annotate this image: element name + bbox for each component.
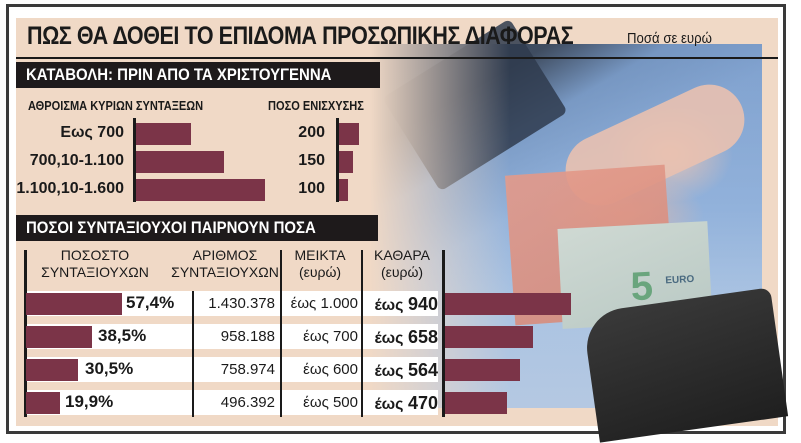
table-divider <box>192 291 194 417</box>
section1-axis-right <box>336 118 339 202</box>
section1-col-left: ΑΘΡΟΙΣΜΑ ΚΥΡΙΩΝ ΣΥΝΤΑΞΕΩΝ <box>28 98 204 113</box>
section1-heading: ΚΑΤΑΒΟΛΗ: ΠΡΙΝ ΑΠΟ ΤΑ ΧΡΙΣΤΟΥΓΕΝΝΑ <box>16 62 380 88</box>
table-axis-right <box>442 250 445 417</box>
count-value: 1.430.378 <box>208 295 275 312</box>
net-prefix: έως <box>374 363 404 380</box>
count-value: 758.974 <box>220 361 275 378</box>
header-net-line2: (ευρώ) <box>380 264 424 280</box>
amount-bar <box>339 151 353 173</box>
table-divider <box>280 250 282 417</box>
net-number: 940 <box>407 294 438 314</box>
percentage-bar <box>26 392 60 414</box>
header-percentage: ΠΟΣΟΣΤΟ ΣΥΝΤΑΞΙΟΥΧΩΝ <box>40 247 150 281</box>
header-net: ΚΑΘΑΡΑ (ευρώ) <box>367 247 437 281</box>
section1-col-right: ΠΟΣΟ ΕΝΙΣΧΥΣΗΣ <box>268 98 364 113</box>
header-gross-line1: ΜΕΙΚΤΑ <box>294 247 346 263</box>
net-value: έως 658 <box>364 327 438 348</box>
net-prefix: έως <box>374 396 404 413</box>
title-divider <box>16 57 778 59</box>
percentage-value: 30,5% <box>85 359 134 378</box>
table-row <box>26 390 438 415</box>
net-bar <box>445 293 571 315</box>
section1-heading-text: ΚΑΤΑΒΟΛΗ: ΠΡΙΝ ΑΠΟ ΤΑ ΧΡΙΣΤΟΥΓΕΝΝΑ <box>26 65 332 84</box>
wallet-image <box>581 287 789 443</box>
range-label: Εως 700 <box>60 124 124 141</box>
net-bar <box>445 359 520 381</box>
range-bar <box>136 179 265 201</box>
gross-value: έως 500 <box>303 394 358 411</box>
net-bar <box>445 392 507 414</box>
count-value: 496.392 <box>220 394 275 411</box>
gross-value: έως 1.000 <box>290 295 358 312</box>
range-bar <box>136 123 191 145</box>
amount-bar <box>339 179 348 201</box>
net-value: έως 470 <box>364 393 438 414</box>
range-bar <box>136 151 224 173</box>
amount-label: 150 <box>298 152 325 169</box>
net-prefix: έως <box>374 330 404 347</box>
gross-value: έως 700 <box>303 328 358 345</box>
amount-label: 100 <box>298 180 325 197</box>
header-gross: ΜΕΙΚΤΑ (ευρώ) <box>285 247 355 281</box>
section2-heading-text: ΠΟΣΟΙ ΣΥΝΤΑΞΙΟΥΧΟΙ ΠΑΙΡΝΟΥΝ ΠΟΣΑ <box>26 218 316 237</box>
table-divider <box>361 250 363 417</box>
range-label: 1.100,10-1.600 <box>16 180 124 197</box>
section2-heading: ΠΟΣΟΙ ΣΥΝΤΑΞΙΟΥΧΟΙ ΠΑΙΡΝΟΥΝ ΠΟΣΑ <box>16 215 378 241</box>
gross-value: έως 600 <box>303 361 358 378</box>
percentage-bar <box>26 293 122 315</box>
photo-fade <box>370 44 510 408</box>
banknote-euro-glyph: EURO <box>665 273 695 287</box>
header-net-line1: ΚΑΘΑΡΑ <box>374 247 430 263</box>
percentage-value: 19,9% <box>65 392 114 411</box>
amount-bar <box>339 123 359 145</box>
percentage-value: 57,4% <box>126 293 175 312</box>
range-label: 700,10-1.100 <box>29 152 124 169</box>
net-value: έως 940 <box>364 294 438 315</box>
title-main: ΠΩΣ ΘΑ ΔΟΘΕΙ ΤΟ ΕΠΙΔΟΜΑ ΠΡΟΣΩΠΙΚΗΣ ΔΙΑΦΟ… <box>27 22 574 50</box>
header-percentage-line2: ΣΥΝΤΑΞΙΟΥΧΩΝ <box>41 264 149 280</box>
header-gross-line2: (ευρώ) <box>298 264 342 280</box>
amount-label: 200 <box>298 124 325 141</box>
percentage-value: 38,5% <box>98 326 147 345</box>
header-percentage-line1: ΠΟΣΟΣΤΟ <box>60 247 130 263</box>
net-number: 564 <box>407 360 438 380</box>
count-value: 958.188 <box>220 328 275 345</box>
table-row <box>26 324 438 349</box>
percentage-bar <box>26 359 78 381</box>
header-count-line2: ΣΥΝΤΑΞΙΟΥΧΩΝ <box>171 264 279 280</box>
net-number: 470 <box>407 393 438 413</box>
net-prefix: έως <box>374 297 404 314</box>
title-subtitle: Ποσά σε ευρώ <box>627 30 712 47</box>
net-bar <box>445 326 533 348</box>
page-title: ΠΩΣ ΘΑ ΔΟΘΕΙ ΤΟ ΕΠΙΔΟΜΑ ΠΡΟΣΩΠΙΚΗΣ ΔΙΑΦΟ… <box>27 22 712 51</box>
table-row <box>26 357 438 382</box>
percentage-bar <box>26 326 92 348</box>
section1-axis-left <box>133 118 136 202</box>
header-count-line1: ΑΡΙΘΜΟΣ <box>192 247 258 263</box>
table-axis-left <box>24 250 27 417</box>
net-value: έως 564 <box>364 360 438 381</box>
net-number: 658 <box>407 327 438 347</box>
header-count: ΑΡΙΘΜΟΣ ΣΥΝΤΑΞΙΟΥΧΩΝ <box>170 247 280 281</box>
